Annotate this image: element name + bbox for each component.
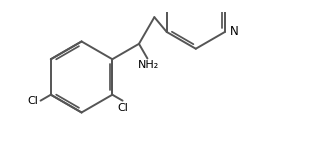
- Text: NH₂: NH₂: [138, 60, 159, 70]
- Text: Cl: Cl: [117, 103, 128, 113]
- Text: Cl: Cl: [28, 96, 39, 106]
- Text: N: N: [230, 26, 239, 39]
